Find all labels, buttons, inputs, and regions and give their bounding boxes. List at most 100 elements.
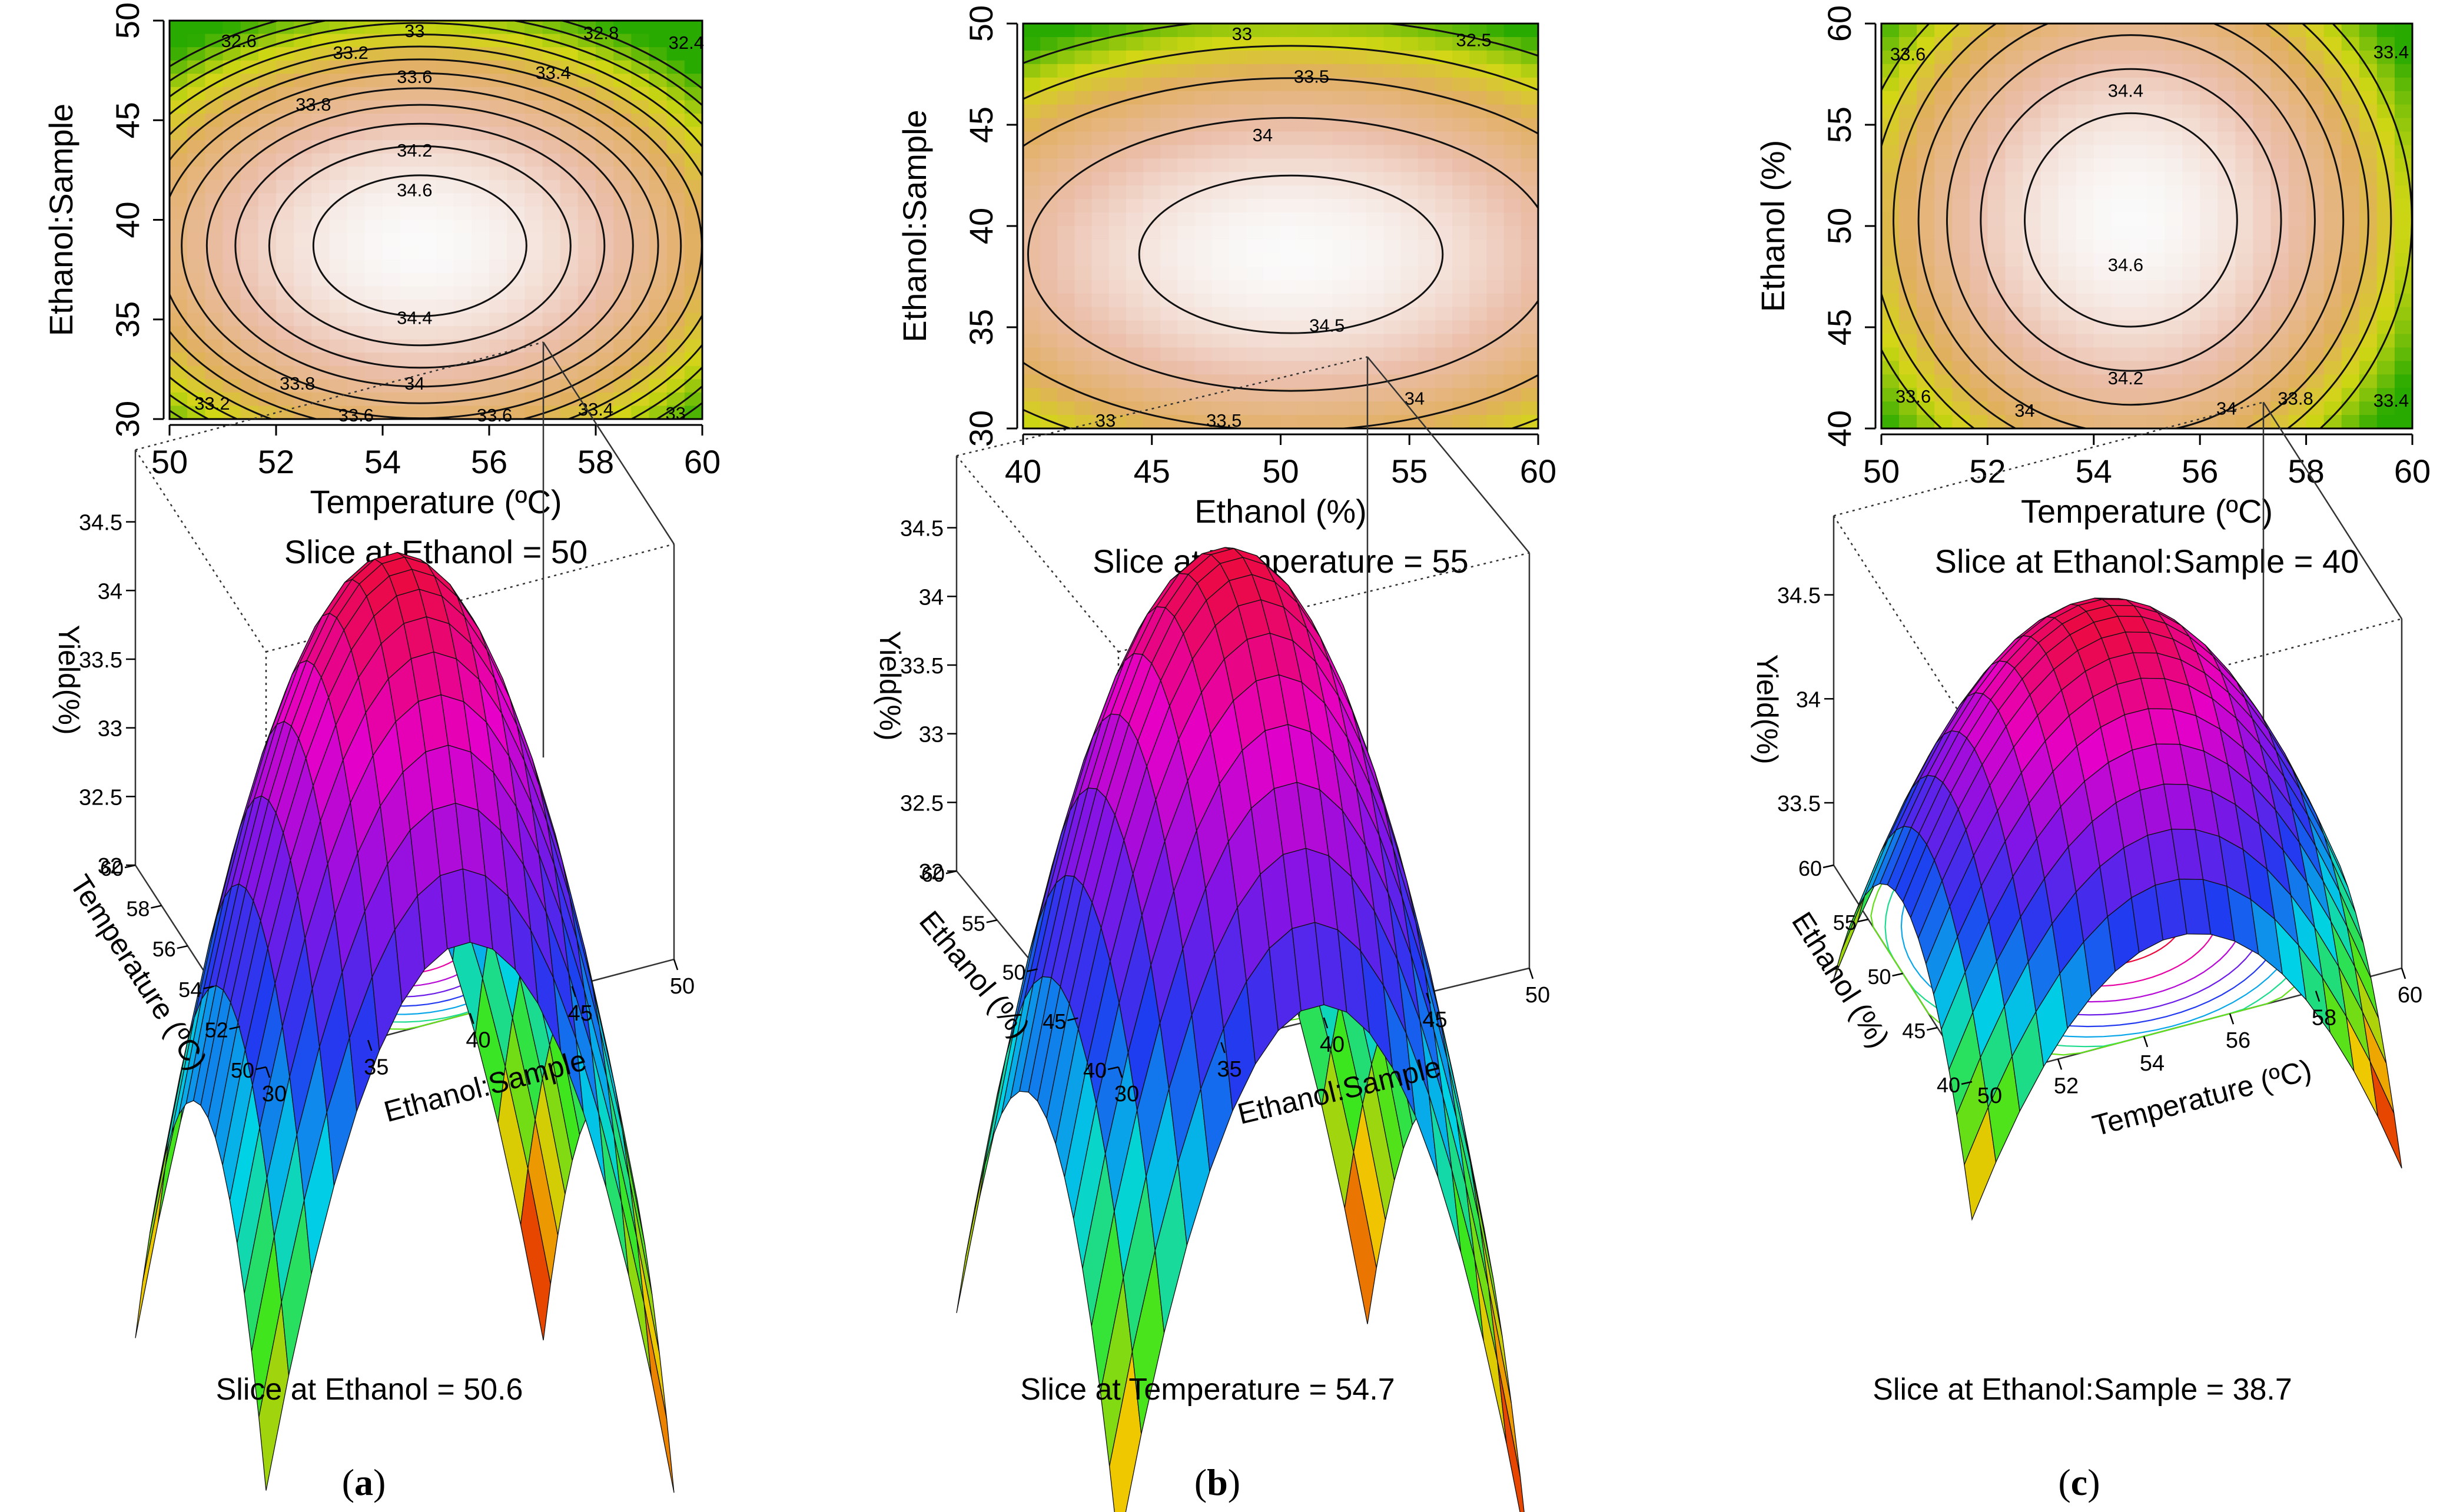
heat-cell (684, 21, 703, 35)
heat-cell (205, 180, 224, 194)
heat-cell (2253, 388, 2272, 402)
heat-cell (276, 140, 294, 154)
heat-cell (524, 286, 543, 300)
heat-cell (2040, 91, 2059, 105)
heat-cell (1417, 374, 1436, 388)
heat-cell (1091, 320, 1110, 335)
heat-cell (2306, 401, 2325, 416)
y-axis-title: Ethanol:Sample (42, 104, 79, 336)
heat-cell (1246, 185, 1264, 200)
heat-cell (666, 21, 685, 35)
heat-cell (2235, 361, 2254, 375)
heat-cell (1297, 199, 1316, 213)
heat-cell (2005, 226, 2024, 240)
heat-cell (1074, 212, 1093, 227)
heat-cell (1366, 388, 1385, 402)
heat-cell (560, 193, 579, 207)
heat-cell (1970, 239, 1988, 254)
heat-cell (2182, 118, 2200, 132)
heat-cell (1469, 131, 1488, 146)
heat-cell (2147, 131, 2165, 146)
heat-cell (1297, 64, 1316, 78)
heat-cell (1881, 91, 1900, 105)
heat-cell (1280, 24, 1299, 38)
heat-cell (383, 60, 401, 75)
heat-cell (400, 180, 419, 194)
heat-cell (364, 379, 383, 393)
y-axis-title: Ethanol:Sample (896, 109, 933, 342)
heat-cell (1970, 185, 1988, 200)
y-tick (124, 864, 136, 869)
heat-cell (666, 299, 685, 314)
panel-letter: c (2071, 1461, 2087, 1503)
heat-cell (1246, 172, 1264, 186)
heat-cell (1177, 334, 1196, 348)
heat-cell (1263, 77, 1282, 92)
heat-cell (223, 60, 241, 75)
heat-cell (2129, 24, 2147, 38)
heat-cell (1383, 239, 1402, 254)
heat-cell (2306, 239, 2325, 254)
heat-cell (1194, 388, 1213, 402)
heat-cell (1160, 388, 1178, 402)
heat-cell (2182, 266, 2200, 281)
heat-cell (1126, 226, 1144, 240)
heat-cell (347, 220, 366, 234)
heat-cell (542, 379, 561, 393)
heat-cell (2147, 24, 2165, 38)
heat-cell (1074, 415, 1093, 429)
heat-cell (1486, 226, 1505, 240)
heat-cell (560, 113, 579, 128)
heat-cell (1970, 36, 1988, 51)
heat-cell (1366, 293, 1385, 308)
heat-cell (1108, 361, 1127, 375)
heat-cell (311, 206, 330, 221)
heat-cell (1263, 320, 1282, 335)
heat-cell (2040, 212, 2059, 227)
box-edge (2262, 401, 2403, 620)
heat-cell (1040, 104, 1058, 119)
heat-cell (2288, 307, 2307, 321)
heat-cell (1108, 415, 1127, 429)
y-tick-label: 45 (1902, 1019, 1926, 1043)
heat-cell (2341, 50, 2360, 65)
heat-cell (631, 233, 650, 247)
heat-cell (1400, 307, 1419, 321)
heat-cell (2288, 64, 2307, 78)
heat-cell (2376, 280, 2395, 294)
contour-label: 33 (1232, 24, 1252, 44)
heat-cell (631, 273, 650, 287)
heat-cell (1143, 347, 1161, 362)
heat-cell (2253, 266, 2272, 281)
heat-cell (240, 406, 259, 420)
heat-cell (2111, 293, 2130, 308)
heat-cell (2200, 36, 2219, 51)
heat-cell (2359, 252, 2378, 267)
heat-cell (1521, 118, 1539, 132)
contour-line (312, 174, 527, 317)
heat-cell (1881, 307, 1900, 321)
heat-cell (2394, 415, 2413, 429)
heat-cell (1486, 118, 1505, 132)
heat-cell (613, 392, 632, 407)
heat-cell (1952, 212, 1971, 227)
heat-cell (2217, 226, 2236, 240)
heat-cell (2040, 24, 2059, 38)
heat-cell (311, 153, 330, 168)
heat-cell (1229, 401, 1247, 416)
heat-cell (2147, 212, 2165, 227)
heat-cell (1091, 361, 1110, 375)
heat-cell (1280, 64, 1299, 78)
heat-cell (1383, 266, 1402, 281)
heat-cell (1297, 401, 1316, 416)
heat-cell (1229, 24, 1247, 38)
heat-cell (1366, 347, 1385, 362)
heat-cell (2005, 401, 2024, 416)
heat-cell (1332, 199, 1350, 213)
heat-cell (507, 167, 526, 181)
heat-cell (294, 286, 313, 300)
heat-cell (364, 339, 383, 353)
heat-cell (329, 286, 348, 300)
heat-cell (453, 220, 472, 234)
